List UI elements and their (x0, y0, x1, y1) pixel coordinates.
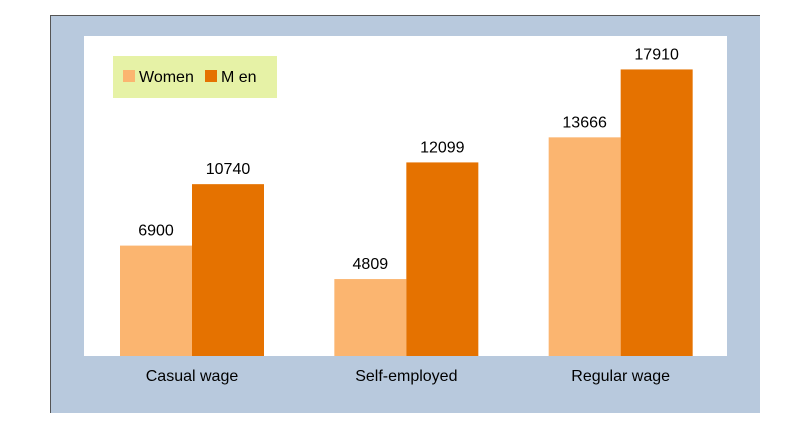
bar-women-1 (120, 245, 192, 356)
bars-layer (120, 69, 693, 356)
bar-women-3 (548, 137, 621, 356)
bar-women-2 (334, 279, 407, 356)
value-label-women-1: 6900 (138, 223, 174, 240)
category-label-1: Casual wage (146, 368, 239, 385)
chart-frame: 6900 10740 4809 12099 13666 17910 Casual wage… (50, 15, 760, 413)
legend-label-men: M en (221, 69, 257, 86)
category-labels-layer: Casual wage Self-employed Regular wage (146, 368, 670, 385)
category-label-3: Regular wage (571, 368, 670, 385)
legend-swatch-women (123, 70, 135, 82)
value-labels-layer: 6900 10740 4809 12099 13666 17910 (138, 46, 679, 273)
value-label-women-3: 13666 (562, 114, 607, 131)
legend-swatch-men (205, 70, 217, 82)
bar-men-1 (192, 184, 264, 356)
value-label-men-1: 10740 (206, 161, 251, 178)
legend-label-women: Women (139, 69, 194, 86)
bar-chart: 6900 10740 4809 12099 13666 17910 Casual wage… (84, 36, 727, 385)
value-label-women-2: 4809 (353, 256, 389, 273)
legend: Women M en (113, 56, 277, 98)
value-label-men-2: 12099 (420, 139, 465, 156)
bar-men-2 (406, 162, 479, 356)
value-label-men-3: 17910 (634, 46, 679, 63)
legend-background (113, 56, 277, 98)
category-label-2: Self-employed (355, 368, 457, 385)
bar-men-3 (620, 69, 693, 356)
